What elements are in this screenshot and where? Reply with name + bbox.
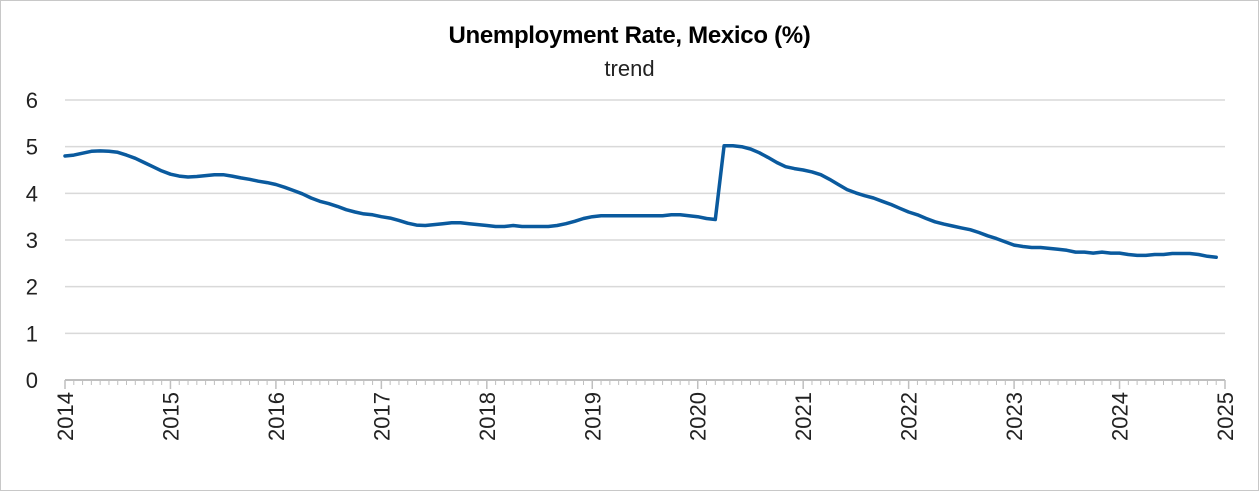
x-tick-label: 2023 bbox=[1002, 392, 1027, 441]
y-tick-labels: 0 1 2 3 4 5 6 bbox=[26, 88, 38, 393]
axes bbox=[64, 379, 1226, 389]
series-line bbox=[63, 143, 1218, 260]
chart-title: Unemployment Rate, Mexico (%) bbox=[448, 22, 811, 49]
chart-subtitle: trend bbox=[604, 56, 655, 81]
x-tick-label: 2024 bbox=[1108, 392, 1133, 441]
x-tick-label: 2018 bbox=[475, 392, 500, 441]
y-tick-label: 5 bbox=[26, 135, 38, 160]
x-tick-label: 2015 bbox=[158, 392, 183, 441]
y-tick-label: 3 bbox=[26, 228, 38, 253]
x-tick-label: 2025 bbox=[1213, 392, 1238, 441]
gridlines bbox=[65, 99, 1225, 335]
y-tick-label: 2 bbox=[26, 275, 38, 300]
y-tick-label: 4 bbox=[26, 181, 38, 206]
x-tick-labels: 2014 2015 2016 2017 2018 2019 2020 2021 2022 2023… bbox=[53, 392, 1238, 441]
x-tick-label: 2021 bbox=[791, 392, 816, 441]
x-tick-label: 2016 bbox=[264, 392, 289, 441]
x-tick-label: 2017 bbox=[369, 392, 394, 441]
series-group bbox=[63, 143, 1218, 260]
y-tick-label: 1 bbox=[26, 321, 38, 346]
y-tick-label: 6 bbox=[26, 88, 38, 113]
x-tick-label: 2019 bbox=[580, 392, 605, 441]
x-tick-label: 2020 bbox=[686, 392, 711, 441]
y-tick-label: 0 bbox=[26, 368, 38, 393]
x-tick-label: 2022 bbox=[897, 392, 922, 441]
x-tick-label: 2014 bbox=[53, 392, 78, 441]
